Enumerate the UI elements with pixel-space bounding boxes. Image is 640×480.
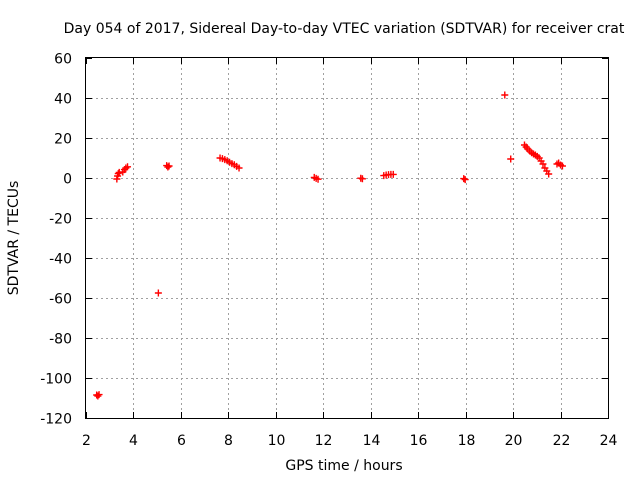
y-tick-label: 40 — [54, 92, 72, 108]
data-point — [314, 175, 322, 183]
x-tick-label: 6 — [177, 433, 186, 449]
y-tick-label: -100 — [40, 372, 72, 388]
y-axis-label: SDTVAR / TECUs — [6, 181, 22, 296]
axis-ticks — [86, 58, 609, 419]
x-tick-label: 22 — [553, 433, 571, 449]
y-tick-label: -120 — [40, 412, 72, 428]
data-point — [154, 289, 162, 297]
data-point — [507, 155, 515, 163]
y-tick-label: 60 — [54, 52, 72, 68]
data-point — [389, 170, 397, 178]
data-point — [165, 162, 173, 170]
x-tick-label: 12 — [315, 433, 333, 449]
x-tick-label: 20 — [505, 433, 523, 449]
chart-title: Day 054 of 2017, Sidereal Day-to-day VTE… — [64, 21, 625, 37]
x-tick-label: 2 — [82, 433, 91, 449]
x-tick-label: 16 — [410, 433, 428, 449]
x-tick-label: 4 — [129, 433, 138, 449]
x-tick-label: 10 — [268, 433, 286, 449]
x-tick-label: 14 — [363, 433, 381, 449]
y-tick-label: -20 — [49, 212, 72, 228]
y-tick-labels: 60 40 20 0 -20 -40 -60 -80 -100 -120 — [40, 52, 72, 428]
y-tick-label: -60 — [49, 292, 72, 308]
x-tick-label: 24 — [600, 433, 618, 449]
grid-lines — [86, 58, 608, 418]
y-tick-label: -40 — [49, 252, 72, 268]
data-point — [95, 391, 103, 399]
data-point — [114, 170, 122, 178]
data-point — [539, 160, 547, 168]
x-axis-label: GPS time / hours — [285, 458, 402, 474]
data-point — [164, 163, 172, 171]
y-tick-label: 20 — [54, 132, 72, 148]
data-point — [358, 175, 366, 183]
plot-frame — [85, 57, 609, 419]
data-point — [558, 162, 566, 170]
data-point — [461, 176, 469, 184]
data-point — [545, 170, 553, 178]
data-point — [124, 163, 132, 171]
data-point — [460, 175, 468, 183]
data-point — [501, 91, 509, 99]
data-points — [93, 91, 566, 400]
y-tick-label: -80 — [49, 332, 72, 348]
x-tick-labels: 2 4 6 8 10 12 14 16 18 20 22 24 — [82, 433, 617, 449]
y-tick-label: 0 — [63, 172, 72, 188]
data-point — [94, 392, 102, 400]
x-tick-label: 18 — [458, 433, 476, 449]
data-point — [235, 164, 243, 172]
x-tick-label: 8 — [224, 433, 233, 449]
